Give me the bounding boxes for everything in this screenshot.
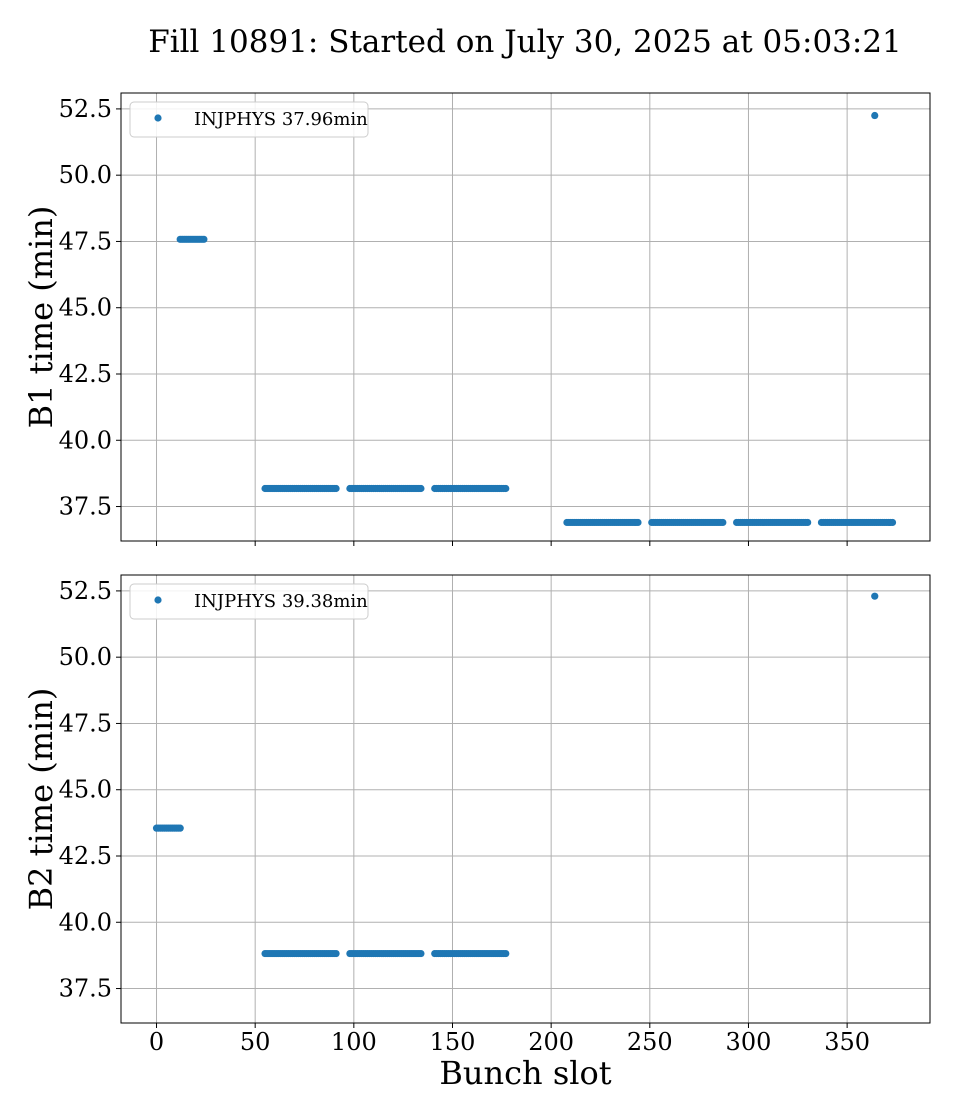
chart-title: Fill 10891: Started on July 30, 2025 at … xyxy=(148,24,902,60)
b2-y-tick-label: 52.5 xyxy=(59,577,112,605)
b2-data-point xyxy=(417,949,425,958)
b2-y-tick-label: 47.5 xyxy=(59,709,112,737)
b2-data-point xyxy=(871,592,879,600)
b1-data-point xyxy=(888,518,897,527)
b1-data-point xyxy=(417,484,425,493)
b1-axes-frame xyxy=(120,92,931,542)
b1-data-point xyxy=(719,518,727,527)
b2-legend-marker xyxy=(154,596,162,604)
b1-y-tick-label: 47.5 xyxy=(59,227,112,255)
b1-data-point xyxy=(332,484,340,493)
b2-x-tick-label: 350 xyxy=(824,1028,870,1056)
b1-legend-label: INJPHYS 37.96min xyxy=(194,109,368,130)
b1-y-tick-label: 52.5 xyxy=(59,95,112,123)
b1-series xyxy=(176,111,897,527)
b1-data-point xyxy=(502,484,510,493)
b2-series xyxy=(152,592,879,958)
b1-data-point xyxy=(804,518,812,527)
b2-x-tick-label: 250 xyxy=(627,1028,673,1056)
b2-x-tick-label: 200 xyxy=(528,1028,574,1056)
b2-grid xyxy=(121,575,930,1023)
b2-x-tick-label: 100 xyxy=(331,1028,377,1056)
b2-panel: 0 50 100 150 200 250 300 350 37.5 40.0 42.5 45.0 47.… xyxy=(22,574,931,1092)
b2-legend-box xyxy=(129,583,369,620)
b1-legend: INJPHYS 37.96min xyxy=(129,101,369,138)
b1-data-point xyxy=(871,111,879,120)
b2-y-tick-label: 40.0 xyxy=(59,908,112,936)
b2-y-tick-label: 50.0 xyxy=(59,643,112,671)
b2-legend-label: INJPHYS 39.38min xyxy=(194,591,368,612)
b2-y-tick-label: 42.5 xyxy=(59,842,112,870)
b1-y-tick-label: 50.0 xyxy=(59,161,112,189)
b2-data-point xyxy=(332,949,340,958)
b1-panel: 37.5 40.0 42.5 45.0 47.5 50.0 52.5 B1 time (min… xyxy=(22,92,931,546)
b1-y-tick-label: 45.0 xyxy=(59,294,112,322)
b2-data-point xyxy=(502,949,510,958)
b1-y-tick-label: 40.0 xyxy=(59,426,112,454)
b2-y-axis-label: B2 time (min) xyxy=(22,688,60,911)
b2-x-tick-label: 150 xyxy=(430,1028,476,1056)
b1-data-point xyxy=(634,518,642,527)
b1-legend-marker xyxy=(154,114,162,122)
b2-x-tick-label: 50 xyxy=(240,1028,271,1056)
b2-x-axis-label: Bunch slot xyxy=(439,1054,611,1092)
b2-legend: INJPHYS 39.38min xyxy=(129,583,369,620)
b1-grid xyxy=(121,93,930,541)
b1-y-tick-label: 37.5 xyxy=(59,493,112,521)
b2-data-point xyxy=(176,824,184,832)
b2-x-tick-label: 0 xyxy=(149,1028,164,1056)
b2-y-tick-label: 45.0 xyxy=(59,776,112,804)
b1-data-point xyxy=(200,235,208,243)
b1-legend-box xyxy=(129,101,369,138)
b1-y-tick-label: 42.5 xyxy=(59,360,112,388)
b1-y-axis-label: B1 time (min) xyxy=(22,206,60,429)
b2-y-tick-label: 37.5 xyxy=(59,975,112,1003)
b2-axes-frame xyxy=(120,574,931,1024)
b2-x-tick-label: 300 xyxy=(726,1028,772,1056)
